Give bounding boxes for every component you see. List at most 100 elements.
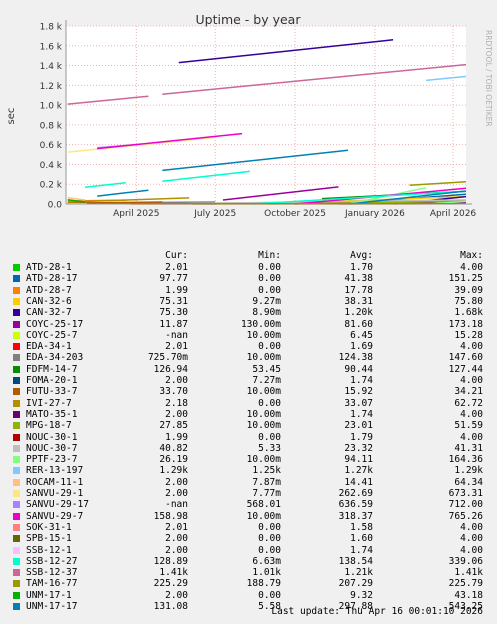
- last-update: Last update: Thu Apr 16 00:01:10 2026: [271, 606, 483, 617]
- legend-cur-value: 2.00: [165, 476, 188, 488]
- legend-row: NOUC-30-7 40.82 5.33 23.32 41.31: [0, 443, 497, 455]
- legend-avg-value: 1.21k: [344, 567, 373, 579]
- legend-max-value: 4.00: [460, 408, 483, 420]
- legend-series-name: CAN-32-6: [26, 295, 72, 307]
- legend-min-value: 10.00m: [246, 386, 281, 398]
- legend-header-cur: Cur:: [165, 250, 188, 261]
- legend-row: COYC-25-7 -nan 10.00m 6.45 15.28: [0, 330, 497, 342]
- legend-max-value: 4.00: [460, 521, 483, 533]
- legend-avg-value: 1.79: [350, 431, 373, 443]
- legend-avg-value: 14.41: [344, 476, 373, 488]
- y-axis-label: sec: [6, 108, 17, 125]
- legend-avg-value: 1.74: [350, 544, 373, 556]
- legend-series-name: IVI-27-7: [26, 397, 72, 409]
- legend-cur-value: 725.70m: [147, 352, 188, 364]
- legend-row: UNM-17-17 131.08 5.58 297.88 543.25: [0, 601, 497, 613]
- legend-row: SANVU-29-1 2.00 7.77m 262.69 673.31: [0, 488, 497, 500]
- legend-cur-value: 158.98: [153, 510, 188, 522]
- legend-max-value: 34.21: [454, 386, 483, 398]
- legend-series-name: SSB-12-1: [26, 544, 72, 556]
- y-tick-label: 0.4 k: [40, 161, 63, 171]
- legend-row: SSB-12-1 2.00 0.00 1.74 4.00: [0, 545, 497, 557]
- legend-swatch: [13, 433, 20, 441]
- series-line-ssb-12-27: [162, 170, 250, 183]
- legend-max-value: 1.41k: [454, 567, 483, 579]
- legend-row: TAM-16-77 225.29 188.79 207.29 225.79: [0, 578, 497, 590]
- legend-swatch: [13, 354, 20, 362]
- legend-max-value: 712.00: [448, 499, 483, 511]
- legend-swatch: [13, 535, 20, 543]
- legend-swatch: [13, 501, 20, 509]
- legend-cur-value: 128.89: [153, 555, 188, 567]
- legend-max-value: 164.36: [448, 454, 483, 466]
- legend-min-value: 6.63m: [252, 555, 281, 567]
- legend-row: SPB-15-1 2.00 0.00 1.60 4.00: [0, 533, 497, 545]
- legend-row: NOUC-30-1 1.99 0.00 1.79 4.00: [0, 432, 497, 444]
- legend-min-value: 0.00: [258, 544, 281, 556]
- legend-min-value: 10.00m: [246, 408, 281, 420]
- x-tick-label: January 2026: [344, 209, 405, 219]
- legend-cur-value: 225.29: [153, 578, 188, 590]
- y-tick-label: 1.0 k: [40, 102, 63, 112]
- x-tick-label: July 2025: [193, 209, 236, 219]
- legend-max-value: 4.00: [460, 375, 483, 386]
- axes: 0.0 0.2 k 0.4 k 0.6 k 0.8 k 1.0 k 1.2 k 1.4 k 1.…: [40, 20, 476, 219]
- series-line-can-32-7: [178, 39, 394, 64]
- legend-row: ATD-28-17 97.77 0.00 41.38 151.25: [0, 273, 497, 285]
- legend-avg-value: 1.74: [350, 375, 373, 386]
- legend-min-value: 0.00: [258, 262, 281, 273]
- legend-row: UNM-17-1 2.00 0.00 9.32 43.18: [0, 590, 497, 602]
- legend-swatch: [13, 478, 20, 486]
- legend-min-value: 0.00: [258, 521, 281, 533]
- legend-max-value: 127.44: [448, 363, 483, 375]
- legend-row: SANVU-29-7 158.98 10.00m 318.37 765.26: [0, 511, 497, 523]
- legend-series-name: MATO-35-1: [26, 408, 78, 420]
- legend-cur-value: 1.41k: [159, 567, 188, 579]
- legend-min-value: 568.01: [246, 499, 281, 511]
- legend-series-name: ATD-28-1: [26, 262, 72, 273]
- legend-header-min: Min:: [258, 250, 281, 261]
- series-line-ssb-12-37: [67, 95, 149, 105]
- legend-min-value: 0.00: [258, 341, 281, 353]
- legend-max-value: 4.00: [460, 544, 483, 556]
- y-tick-label: 0.0: [48, 201, 63, 211]
- legend-min-value: 10.00m: [246, 510, 281, 522]
- legend-series-name: PPTF-23-7: [26, 454, 78, 466]
- legend-cur-value: 2.00: [165, 533, 188, 545]
- legend-cur-value: 97.77: [159, 273, 188, 285]
- legend-swatch: [13, 399, 20, 407]
- legend-series-name: SSB-12-27: [26, 555, 78, 567]
- legend-series-name: EDA-34-203: [26, 352, 84, 364]
- legend-header-max: Max:: [460, 250, 483, 261]
- legend-max-value: 64.34: [454, 476, 483, 488]
- legend-row: MPG-18-7 27.85 10.00m 23.01 51.59: [0, 420, 497, 432]
- legend-min-value: 7.87m: [252, 476, 281, 488]
- legend-min-value: 5.33: [258, 442, 281, 454]
- legend-cur-value: 40.82: [159, 442, 188, 454]
- legend-cur-value: 2.01: [165, 262, 188, 273]
- legend-min-value: 0.00: [258, 397, 281, 409]
- legend-avg-value: 262.69: [338, 488, 373, 499]
- x-tick-label: April 2025: [113, 209, 159, 219]
- legend-avg-value: 1.69: [350, 341, 373, 353]
- legend-avg-value: 124.38: [338, 352, 373, 364]
- legend-cur-value: 75.30: [159, 307, 188, 319]
- chart-title: Uptime - by year: [196, 12, 302, 27]
- legend-cur-value: 1.99: [165, 284, 188, 296]
- legend-max-value: 41.31: [454, 442, 483, 454]
- legend-row: MATO-35-1 2.00 10.00m 1.74 4.00: [0, 409, 497, 421]
- legend-swatch: [13, 467, 20, 475]
- legend-series-name: ATD-28-17: [26, 273, 78, 285]
- legend-swatch: [13, 523, 20, 531]
- legend-min-value: 10.00m: [246, 329, 281, 341]
- legend-swatch: [13, 456, 20, 464]
- legend-cur-value: 2.00: [165, 488, 188, 499]
- legend-swatch: [13, 264, 20, 271]
- legend-swatch: [13, 365, 20, 373]
- legend-series-name: COYC-25-17: [26, 318, 84, 330]
- legend-avg-value: 41.38: [344, 273, 373, 285]
- legend-cur-value: 26.19: [159, 454, 188, 466]
- legend-avg-value: 33.07: [344, 397, 373, 409]
- legend-min-value: 9.27m: [252, 295, 281, 307]
- y-tick-label: 1.6 k: [40, 42, 63, 52]
